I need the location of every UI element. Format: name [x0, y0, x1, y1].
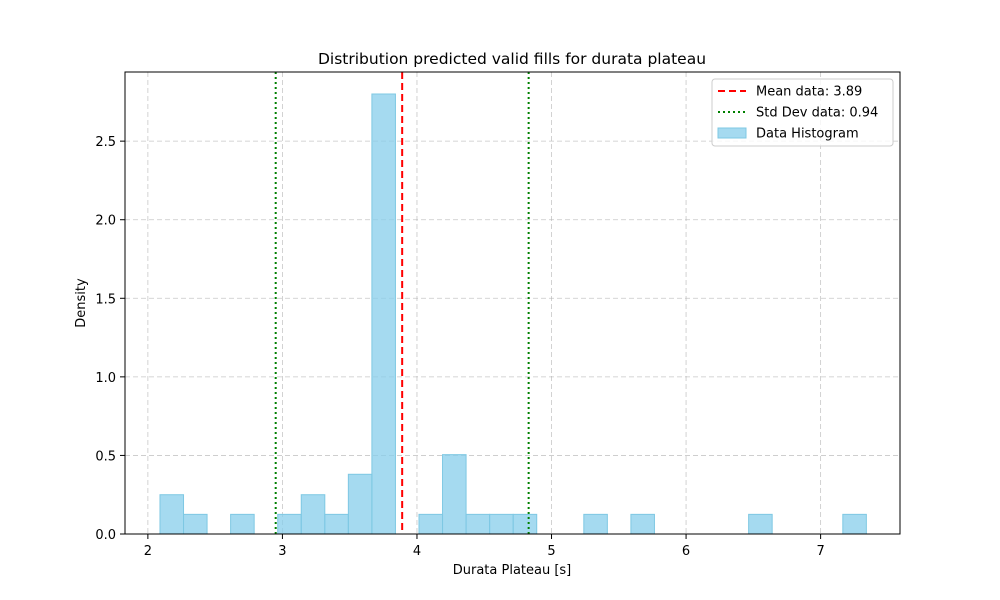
grid [125, 72, 900, 535]
x-tick-label: 3 [278, 544, 286, 559]
histogram-bar [159, 494, 185, 535]
histogram-bar [442, 454, 467, 535]
x-axis: 2 3 4 5 6 7 [144, 534, 825, 559]
histogram-bar [300, 494, 326, 535]
y-axis: 0.0 0.5 1.0 1.5 2.0 2.5 [95, 135, 125, 543]
histogram-bar [842, 513, 867, 535]
histogram-bar [324, 513, 349, 535]
chart-title: Distribution predicted valid fills for d… [318, 50, 706, 68]
y-tick-label: 2.5 [95, 135, 116, 150]
x-tick-label: 6 [682, 544, 690, 559]
histogram-bar [630, 513, 655, 535]
x-axis-label: Durata Plateau [s] [453, 563, 572, 578]
histogram-bar [230, 513, 255, 535]
y-tick-label: 2.0 [95, 214, 116, 229]
histogram-bar [489, 513, 514, 535]
legend: Mean data: 3.89 Std Dev data: 0.94 Data Hi… [711, 78, 894, 147]
x-tick-label: 5 [547, 544, 555, 559]
legend-swatch-histogram [717, 127, 747, 139]
legend-label: Mean data: 3.89 [756, 85, 862, 100]
histogram-bar [512, 513, 538, 535]
legend-label: Std Dev data: 0.94 [756, 106, 878, 121]
plot-area-frame [124, 71, 901, 535]
y-tick-label: 1.5 [95, 292, 116, 307]
histogram-bar [183, 513, 208, 535]
histogram-bar [277, 513, 302, 535]
reference-lines [274, 72, 530, 534]
x-tick-label: 2 [144, 544, 152, 559]
legend-box [711, 78, 894, 147]
histogram-bar [371, 93, 396, 535]
histogram-bar [583, 513, 608, 535]
bars [159, 93, 867, 535]
histogram-bar [748, 513, 773, 535]
x-tick-label: 7 [816, 544, 824, 559]
histogram-bar [347, 473, 373, 535]
histogram-bar [418, 513, 444, 535]
y-axis-label: Density [74, 278, 89, 328]
histogram-bar [465, 513, 491, 535]
x-tick-label: 4 [413, 544, 421, 559]
y-tick-label: 0.0 [95, 528, 116, 543]
y-tick-label: 1.0 [95, 371, 116, 386]
legend-label: Data Histogram [756, 127, 859, 142]
y-tick-label: 0.5 [95, 449, 116, 464]
